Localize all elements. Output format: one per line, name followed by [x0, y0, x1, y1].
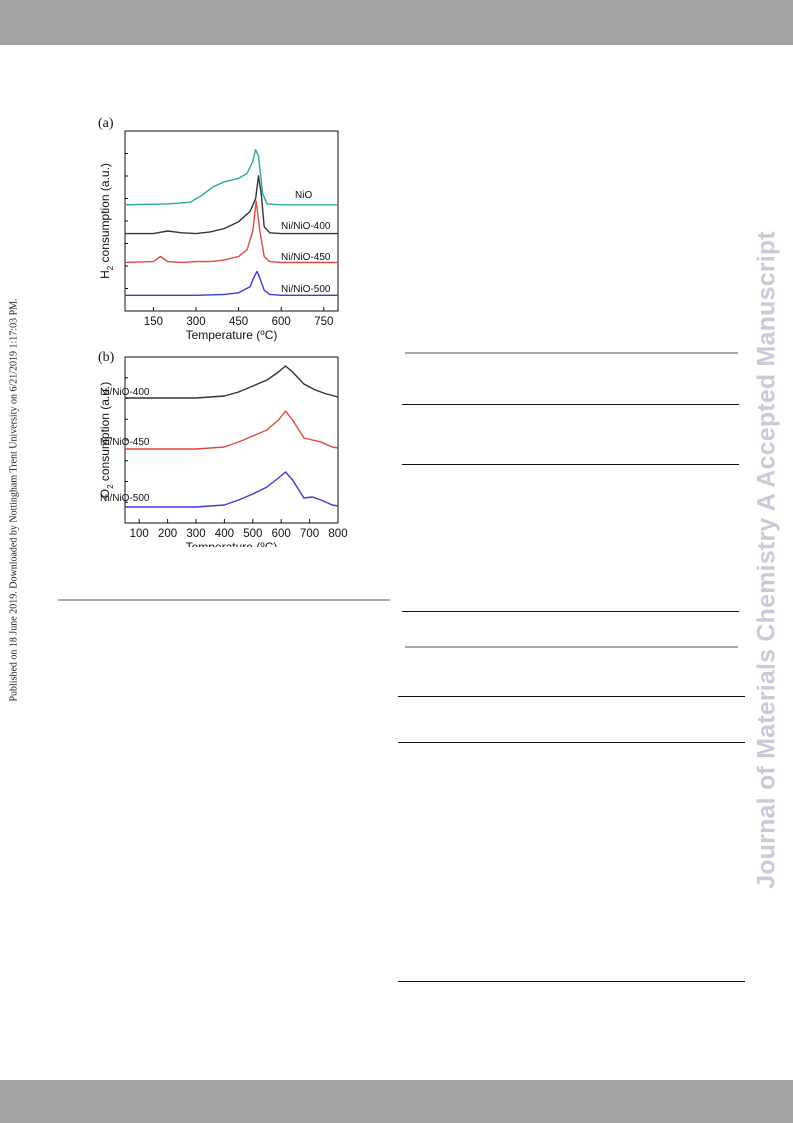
- panel-letter: (a): [98, 116, 114, 131]
- publication-note: Published on 18 June 2019. Downloaded by…: [8, 298, 20, 702]
- series-label: Ni/NiO-400: [281, 221, 331, 232]
- series-line: [124, 148, 338, 206]
- series-label: Ni/NiO-450: [281, 252, 331, 263]
- table-2-subheader-rule: [398, 742, 745, 743]
- bottom-banner: [0, 1080, 793, 1123]
- x-tick-label: 150: [144, 316, 163, 328]
- x-tick-label: 400: [215, 528, 234, 540]
- table-2-bottom-rule: [398, 981, 745, 982]
- series-line: [125, 471, 339, 508]
- x-tick-label: 300: [186, 528, 205, 540]
- table-1-subheader-rule: [402, 464, 739, 465]
- series-label: Ni/NiO-400: [100, 387, 150, 398]
- y-axis-title: H2 consumption (a.u.): [98, 163, 115, 279]
- series-label: Ni/NiO-500: [281, 284, 331, 295]
- x-tick-label: 300: [186, 316, 205, 328]
- x-tick-label: 800: [328, 528, 347, 540]
- table-1-header-rule: [402, 404, 739, 405]
- top-banner: [0, 0, 793, 45]
- x-tick-label: 450: [229, 316, 248, 328]
- series-line: [124, 200, 338, 264]
- panel-letter: (b): [98, 350, 115, 365]
- chart-panel-b: (b) 100 200 300 400 500 600 700 800 Temperature (…: [98, 350, 348, 554]
- journal-watermark: Journal of Materials Chemistry A Accepte…: [752, 231, 781, 889]
- x-tick-label: 100: [130, 528, 149, 540]
- series-label: Ni/NiO-500: [100, 493, 150, 504]
- table-2-header-rule: [398, 696, 745, 697]
- series-line: [125, 270, 338, 296]
- table-1-bottom-rule: [402, 611, 739, 612]
- x-tick-label: 600: [272, 528, 291, 540]
- tpr-figure: (a) 150 300 450 600 750 Temperature (oC) H2 con…: [90, 112, 350, 554]
- x-tick-label: 500: [243, 528, 262, 540]
- x-tick-label: 750: [314, 316, 333, 328]
- x-tick-label: 200: [158, 528, 177, 540]
- chart-panel-a: (a) 150 300 450 600 750 Temperature (oC) H2 con…: [98, 116, 339, 342]
- x-tick-label: 700: [300, 528, 319, 540]
- figure-svg: (a) 150 300 450 600 750 Temperature (oC) H2 con…: [98, 116, 348, 554]
- table-1-top-rule: [405, 352, 738, 354]
- series-line: [125, 410, 339, 450]
- series-line: [125, 365, 339, 399]
- series-line: [125, 175, 338, 235]
- y-axis-title: O2 consumption (a.u.): [98, 382, 115, 499]
- x-tick-label: 600: [272, 316, 291, 328]
- series-label: Ni/NiO-450: [100, 437, 150, 448]
- series-label: NiO: [295, 190, 312, 201]
- left-table-top-rule: [58, 599, 390, 601]
- x-axis-title: Temperature (oC): [186, 540, 278, 547]
- x-axis-title: Temperature (oC): [186, 328, 278, 342]
- table-2-top-rule: [405, 646, 738, 648]
